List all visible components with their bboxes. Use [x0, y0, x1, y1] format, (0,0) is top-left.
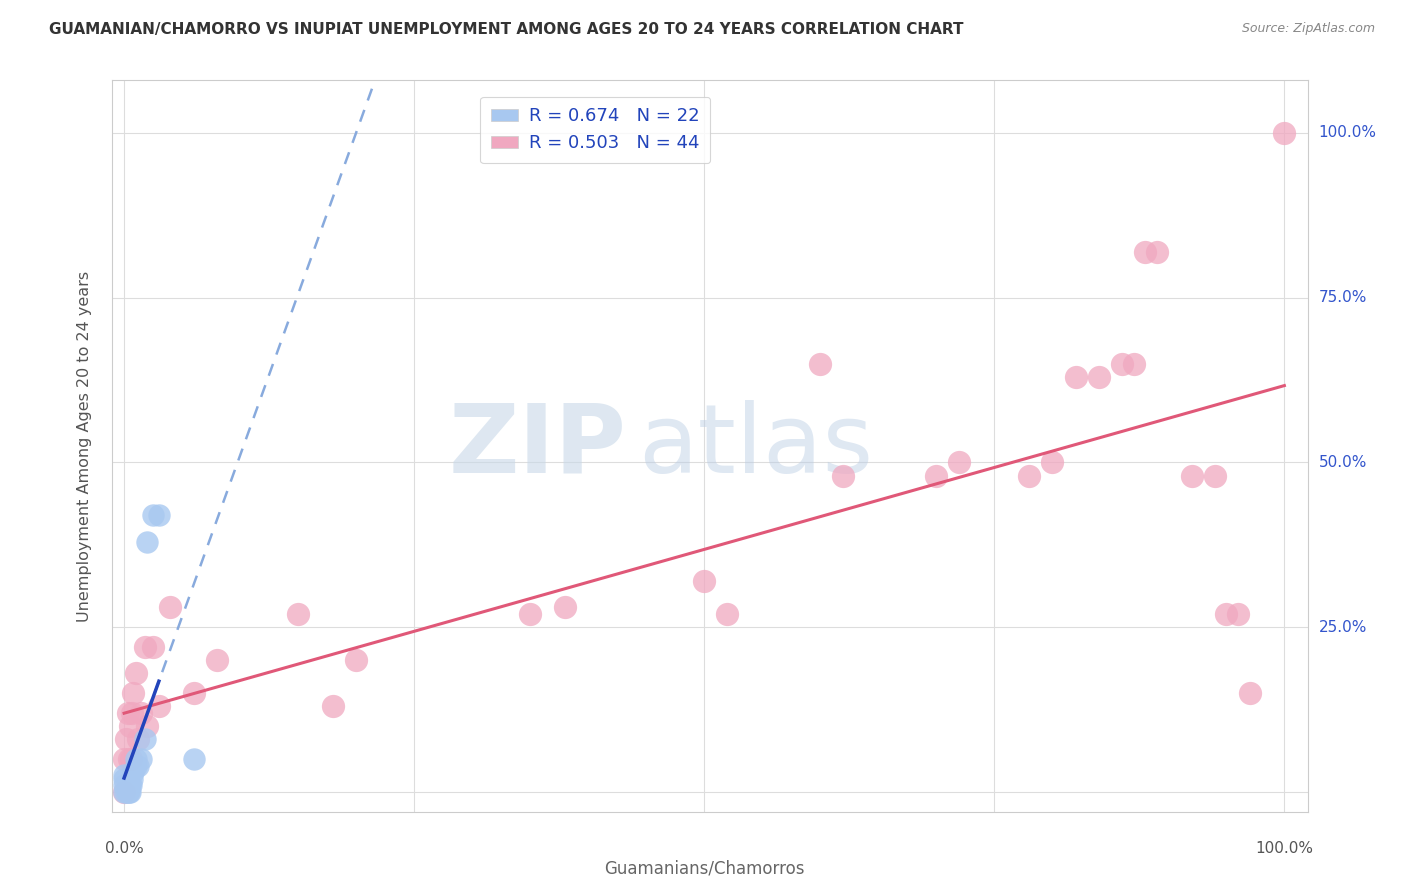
Point	[117, 785, 139, 799]
Point	[117, 706, 139, 720]
Point	[183, 686, 205, 700]
Point	[120, 752, 142, 766]
Point	[287, 607, 309, 621]
Point	[121, 706, 143, 720]
Point	[131, 752, 153, 766]
Text: 50.0%: 50.0%	[1319, 455, 1367, 470]
Point	[832, 468, 855, 483]
Point	[142, 640, 165, 654]
Point	[115, 785, 138, 799]
Point	[125, 752, 148, 766]
Point	[118, 752, 141, 766]
Point	[136, 719, 159, 733]
Point	[519, 607, 541, 621]
Text: ZIP: ZIP	[449, 400, 627, 492]
Point	[118, 719, 141, 733]
Point	[122, 686, 145, 700]
Point	[112, 768, 135, 782]
Point	[1111, 357, 1133, 371]
Point	[131, 706, 153, 720]
Point	[159, 600, 181, 615]
Point	[148, 508, 170, 523]
Point	[554, 600, 576, 615]
Point	[118, 785, 141, 799]
Point	[127, 758, 149, 772]
Point	[344, 653, 367, 667]
Point	[1226, 607, 1249, 621]
Point	[120, 778, 142, 792]
Text: 75.0%: 75.0%	[1319, 290, 1367, 305]
Point	[127, 732, 149, 747]
Point	[693, 574, 716, 588]
Point	[205, 653, 228, 667]
Point	[1122, 357, 1144, 371]
Point	[183, 752, 205, 766]
Point	[1239, 686, 1261, 700]
Point	[118, 785, 141, 799]
Point	[1204, 468, 1226, 483]
Text: 100.0%: 100.0%	[1256, 841, 1313, 856]
Point	[134, 640, 156, 654]
Point	[134, 732, 156, 747]
Point	[142, 508, 165, 523]
Point	[121, 772, 143, 786]
Text: 25.0%: 25.0%	[1319, 620, 1367, 635]
Point	[1272, 126, 1295, 140]
Point	[112, 785, 135, 799]
Text: 0.0%: 0.0%	[104, 841, 143, 856]
Point	[1146, 244, 1168, 259]
Point	[122, 765, 145, 780]
Point	[112, 785, 135, 799]
Point	[112, 772, 135, 786]
Point	[322, 699, 344, 714]
Point	[1040, 455, 1063, 469]
Point	[716, 607, 738, 621]
Y-axis label: Unemployment Among Ages 20 to 24 years: Unemployment Among Ages 20 to 24 years	[77, 270, 91, 622]
Text: atlas: atlas	[638, 400, 873, 492]
Text: Guamanians/Chamorros: Guamanians/Chamorros	[605, 859, 804, 877]
Point	[1018, 468, 1040, 483]
Text: GUAMANIAN/CHAMORRO VS INUPIAT UNEMPLOYMENT AMONG AGES 20 TO 24 YEARS CORRELATION: GUAMANIAN/CHAMORRO VS INUPIAT UNEMPLOYME…	[49, 22, 963, 37]
Text: Source: ZipAtlas.com: Source: ZipAtlas.com	[1241, 22, 1375, 36]
Point	[948, 455, 970, 469]
Point	[118, 778, 141, 792]
Point	[125, 666, 148, 681]
Point	[1215, 607, 1237, 621]
Point	[148, 699, 170, 714]
Point	[1133, 244, 1156, 259]
Point	[136, 534, 159, 549]
Point	[112, 752, 135, 766]
Text: 100.0%: 100.0%	[1319, 126, 1376, 141]
Point	[808, 357, 831, 371]
Point	[1064, 369, 1087, 384]
Point	[118, 781, 141, 796]
Point	[1180, 468, 1202, 483]
Point	[125, 758, 148, 772]
Point	[1087, 369, 1109, 384]
Point	[115, 732, 138, 747]
Point	[925, 468, 948, 483]
Legend: R = 0.674   N = 22, R = 0.503   N = 44: R = 0.674 N = 22, R = 0.503 N = 44	[479, 96, 710, 163]
Point	[112, 778, 135, 792]
